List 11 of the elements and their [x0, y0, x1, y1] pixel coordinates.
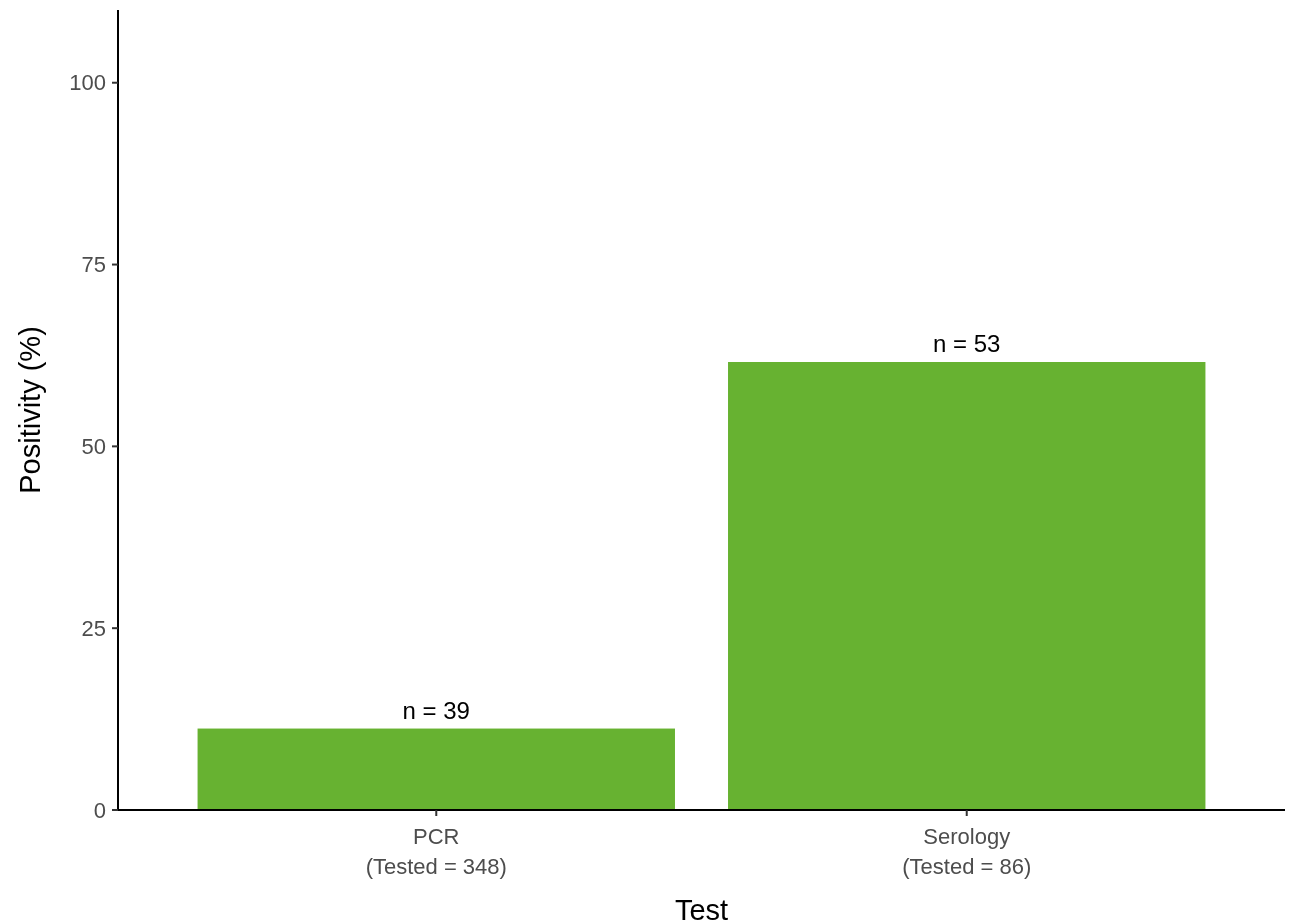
y-tick-label: 0 [93, 797, 106, 823]
annotation: n = 53 [933, 330, 1001, 357]
annotation: n = 39 [402, 696, 470, 724]
x-tick-label: PCR (Tested = 348) [365, 824, 507, 879]
y-tick-label: 100 [69, 70, 106, 96]
y-tick-label: 50 [81, 434, 106, 460]
x-tick-label: Serology (Tested = 86) [902, 824, 1032, 879]
x-axis-title: Test [674, 894, 729, 924]
y-axis-title: Positivity (%) [14, 326, 46, 494]
y-tick-label: 25 [81, 615, 106, 641]
y-tick-label: 75 [81, 252, 106, 278]
